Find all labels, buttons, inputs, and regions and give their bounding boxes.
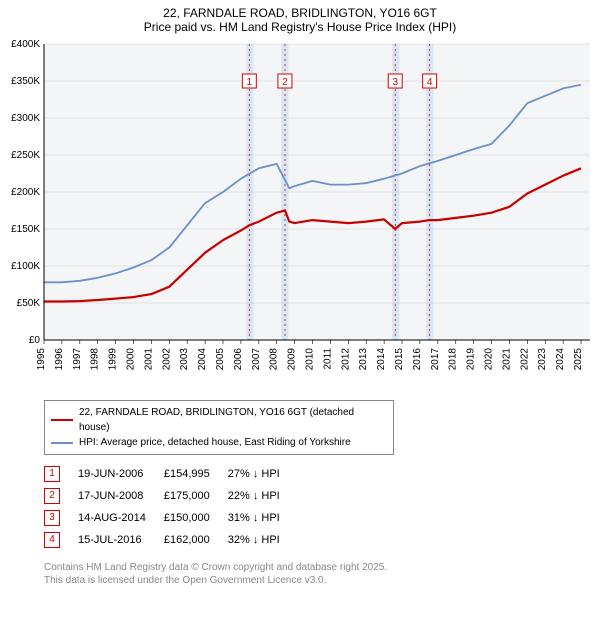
svg-text:2001: 2001 (143, 348, 154, 371)
footer-line2: This data is licensed under the Open Gov… (44, 574, 600, 587)
svg-text:2004: 2004 (197, 348, 208, 371)
svg-text:3: 3 (392, 77, 398, 88)
svg-text:2005: 2005 (215, 348, 226, 371)
svg-text:2000: 2000 (126, 348, 137, 371)
svg-text:1: 1 (247, 77, 253, 88)
sale-price: £150,000 (164, 507, 228, 529)
svg-text:£100K: £100K (11, 261, 40, 272)
svg-text:£50K: £50K (17, 298, 41, 309)
svg-text:1998: 1998 (90, 348, 101, 371)
svg-text:2006: 2006 (233, 348, 244, 371)
table-row: 1 19-JUN-2006£154,99527% ↓ HPI (44, 463, 298, 485)
sale-date: 14-AUG-2014 (78, 507, 164, 529)
svg-text:2009: 2009 (287, 348, 298, 371)
svg-text:2015: 2015 (394, 348, 405, 371)
svg-text:2023: 2023 (537, 348, 548, 371)
legend: 22, FARNDALE ROAD, BRIDLINGTON, YO16 6GT… (44, 400, 394, 455)
svg-text:1999: 1999 (108, 348, 119, 371)
legend-label: 22, FARNDALE ROAD, BRIDLINGTON, YO16 6GT… (79, 405, 387, 435)
svg-text:2013: 2013 (358, 348, 369, 371)
svg-text:1997: 1997 (72, 348, 83, 371)
legend-item: 22, FARNDALE ROAD, BRIDLINGTON, YO16 6GT… (51, 405, 387, 435)
svg-text:2019: 2019 (466, 348, 477, 371)
sale-marker: 3 (44, 510, 60, 526)
svg-text:£200K: £200K (11, 187, 40, 198)
title-line1: 22, FARNDALE ROAD, BRIDLINGTON, YO16 6GT (0, 6, 600, 20)
sale-marker: 4 (44, 532, 60, 548)
svg-text:2024: 2024 (555, 348, 566, 371)
svg-text:2008: 2008 (269, 348, 280, 371)
svg-text:£350K: £350K (11, 76, 40, 87)
sale-delta: 27% ↓ HPI (228, 463, 298, 485)
legend-label: HPI: Average price, detached house, East… (79, 435, 351, 450)
sale-marker: 2 (44, 488, 60, 504)
svg-text:1995: 1995 (36, 348, 47, 371)
sale-price: £154,995 (164, 463, 228, 485)
table-row: 3 14-AUG-2014£150,00031% ↓ HPI (44, 507, 298, 529)
svg-text:2010: 2010 (305, 348, 316, 371)
chart-area: £0 £50K £100K £150K £200K £250K £300K £350K £400… (0, 34, 600, 394)
svg-text:2014: 2014 (376, 348, 387, 371)
footer-line1: Contains HM Land Registry data © Crown c… (44, 561, 600, 574)
svg-text:2016: 2016 (412, 348, 423, 371)
svg-text:£0: £0 (29, 335, 41, 346)
svg-text:£400K: £400K (11, 39, 40, 50)
table-row: 2 17-JUN-2008£175,00022% ↓ HPI (44, 485, 298, 507)
footer: Contains HM Land Registry data © Crown c… (44, 561, 600, 595)
svg-text:2011: 2011 (322, 348, 333, 370)
svg-text:2002: 2002 (161, 348, 172, 371)
legend-item: HPI: Average price, detached house, East… (51, 435, 387, 450)
svg-text:1996: 1996 (54, 348, 65, 371)
svg-text:4: 4 (427, 77, 433, 88)
sale-delta: 31% ↓ HPI (228, 507, 298, 529)
svg-text:2020: 2020 (484, 348, 495, 371)
svg-text:2: 2 (282, 77, 288, 88)
svg-text:2012: 2012 (340, 348, 351, 371)
svg-text:£250K: £250K (11, 150, 40, 161)
sale-date: 19-JUN-2006 (78, 463, 164, 485)
svg-text:2017: 2017 (430, 348, 441, 371)
sale-date: 17-JUN-2008 (78, 485, 164, 507)
sale-delta: 32% ↓ HPI (228, 529, 298, 551)
svg-text:2021: 2021 (501, 348, 512, 371)
sale-marker: 1 (44, 466, 60, 482)
sale-delta: 22% ↓ HPI (228, 485, 298, 507)
legend-swatch (51, 442, 73, 444)
svg-text:2025: 2025 (573, 348, 584, 371)
svg-text:2018: 2018 (448, 348, 459, 371)
svg-text:2022: 2022 (519, 348, 530, 371)
title-line2: Price paid vs. HM Land Registry's House … (0, 20, 600, 34)
svg-text:2003: 2003 (179, 348, 190, 371)
legend-swatch (51, 419, 73, 421)
svg-text:£150K: £150K (11, 224, 40, 235)
sales-table: 1 19-JUN-2006£154,99527% ↓ HPI 2 17-JUN-200… (44, 463, 298, 551)
sale-date: 15-JUL-2016 (78, 529, 164, 551)
sale-price: £162,000 (164, 529, 228, 551)
svg-text:£300K: £300K (11, 113, 40, 124)
svg-text:2007: 2007 (251, 348, 262, 371)
chart-title-block: 22, FARNDALE ROAD, BRIDLINGTON, YO16 6GT… (0, 0, 600, 34)
table-row: 4 15-JUL-2016£162,00032% ↓ HPI (44, 529, 298, 551)
chart-svg: £0 £50K £100K £150K £200K £250K £300K £350K £400… (0, 34, 600, 394)
sale-price: £175,000 (164, 485, 228, 507)
